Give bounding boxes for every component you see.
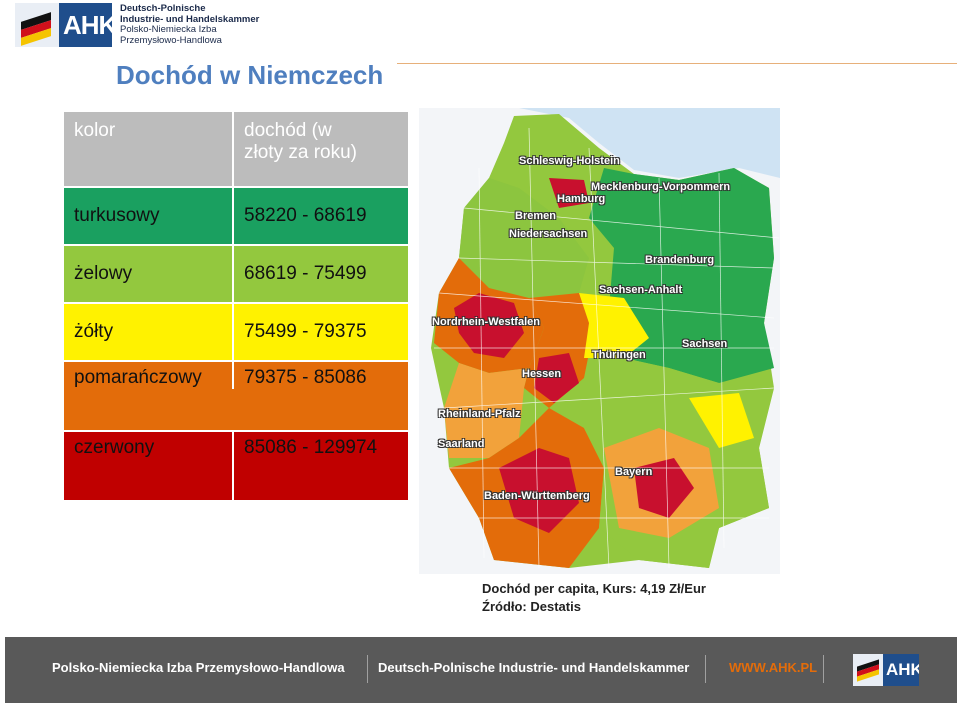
legend-header-income: dochód (w złoty za roku) [244, 120, 357, 163]
footer-bar: Polsko-Niemiecka Izba Przemysłowo-Handlo… [5, 637, 957, 703]
map-label-sachsen: Sachsen [682, 338, 728, 350]
legend-range: 75499 - 79375 [244, 321, 367, 342]
caption-line-1: Dochód per capita, Kurs: 4,19 Zł/Eur [482, 581, 706, 596]
map-label-hamburg: Hamburg [557, 193, 606, 205]
legend-row: turkusowy 58220 - 68619 [64, 188, 408, 246]
legend-color-name: turkusowy [64, 188, 234, 244]
footer-website-link[interactable]: WWW.AHK.PL [729, 660, 818, 675]
legend-color-name: żelowy [64, 246, 234, 302]
map-label-saarland: Saarland [438, 438, 485, 450]
footer-divider [705, 655, 706, 683]
org-line-1: Deutsch-Polnische [120, 3, 206, 14]
legend-header-color: kolor [64, 112, 234, 186]
map-label-baden-wuerttemberg: Baden-Württemberg [484, 490, 590, 502]
footer-logo-text: AHK [886, 660, 919, 679]
map-label-rheinland-pfalz: Rheinland-Pfalz [438, 408, 521, 420]
footer-ahk-logo: AHK [853, 654, 919, 686]
legend-row: czerwony 85086 - 129974 [64, 432, 408, 502]
legend-row: pomarańczowy 79375 - 85086 [64, 362, 408, 432]
legend-range: 79375 - 85086 [244, 367, 367, 388]
map-label-bayern: Bayern [615, 466, 653, 478]
map-label-nordrhein-westfalen: Nordrhein-Westfalen [432, 316, 540, 328]
org-name: Deutsch-Polnische Industrie- und Handels… [120, 3, 260, 46]
germany-income-map: Schleswig-Holstein Mecklenburg-Vorpommer… [419, 108, 780, 574]
map-label-mecklenburg: Mecklenburg-Vorpommern [591, 181, 731, 193]
legend-color-name: żółty [64, 304, 234, 360]
footer-divider [823, 655, 824, 683]
footer-org-pl: Polsko-Niemiecka Izba Przemysłowo-Handlo… [52, 660, 345, 675]
legend-color-name: pomarańczowy [64, 362, 234, 389]
legend-color-name: czerwony [64, 432, 234, 500]
map-label-niedersachsen: Niedersachsen [509, 228, 588, 240]
footer-divider [367, 655, 368, 683]
legend-table: kolor dochód (w złoty za roku) turkusowy… [64, 112, 408, 502]
org-line-2: Industrie- und Handelskammer [120, 13, 260, 25]
map-label-schleswig-holstein: Schleswig-Holstein [519, 155, 620, 167]
page-title: Dochód w Niemczech [116, 60, 384, 90]
flag-icon [15, 3, 59, 47]
org-line-4: Przemysłowo-Handlowa [120, 34, 222, 46]
map-label-brandenburg: Brandenburg [645, 254, 715, 266]
map-label-hessen: Hessen [522, 368, 562, 380]
legend-range: 58220 - 68619 [244, 205, 367, 226]
map-label-sachsen-anhalt: Sachsen-Anhalt [599, 284, 683, 296]
footer-org-de: Deutsch-Polnische Industrie- und Handels… [378, 660, 690, 675]
legend-range: 68619 - 75499 [244, 263, 367, 284]
org-line-3: Polsko-Niemiecka Izba [120, 24, 217, 35]
germany-map-graphic [419, 108, 780, 574]
map-label-bremen: Bremen [515, 210, 556, 222]
legend-range: 85086 - 129974 [244, 437, 378, 458]
ahk-logo-badge: AHK [15, 3, 112, 47]
logo-text: AHK [63, 10, 112, 40]
caption-source: Źródło: Destatis [482, 599, 581, 614]
legend-row: żółty 75499 - 79375 [64, 304, 408, 362]
legend-header-row: kolor dochód (w złoty za roku) [64, 112, 408, 188]
ahk-logo: AHK Deutsch-Polnische Industrie- und Han… [15, 3, 259, 47]
map-label-thueringen: Thüringen [592, 349, 646, 361]
top-divider [397, 63, 957, 64]
legend-row: żelowy 68619 - 75499 [64, 246, 408, 304]
map-caption: Dochód per capita, Kurs: 4,19 Zł/Eur Źró… [482, 580, 706, 616]
